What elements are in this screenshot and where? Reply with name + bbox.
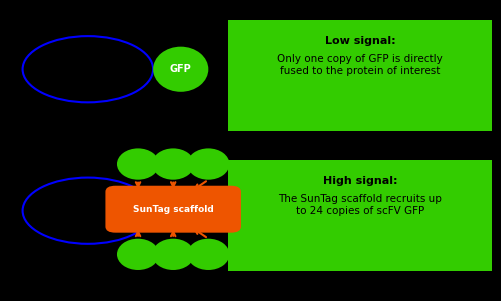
Ellipse shape — [117, 148, 159, 180]
Ellipse shape — [152, 148, 194, 180]
FancyBboxPatch shape — [105, 186, 240, 233]
Ellipse shape — [152, 239, 194, 270]
Text: Only one copy of GFP is directly
fused to the protein of interest: Only one copy of GFP is directly fused t… — [277, 54, 442, 76]
FancyBboxPatch shape — [228, 20, 491, 131]
Ellipse shape — [187, 148, 229, 180]
FancyBboxPatch shape — [228, 160, 491, 271]
Text: SunTag scaffold: SunTag scaffold — [133, 205, 213, 214]
Ellipse shape — [153, 47, 208, 92]
Text: GFP: GFP — [169, 64, 191, 74]
Text: The SunTag scaffold recruits up
to 24 copies of scFV GFP: The SunTag scaffold recruits up to 24 co… — [278, 194, 441, 216]
Text: Low signal:: Low signal: — [324, 36, 395, 46]
Ellipse shape — [117, 239, 159, 270]
Ellipse shape — [187, 239, 229, 270]
Text: High signal:: High signal: — [322, 176, 397, 186]
